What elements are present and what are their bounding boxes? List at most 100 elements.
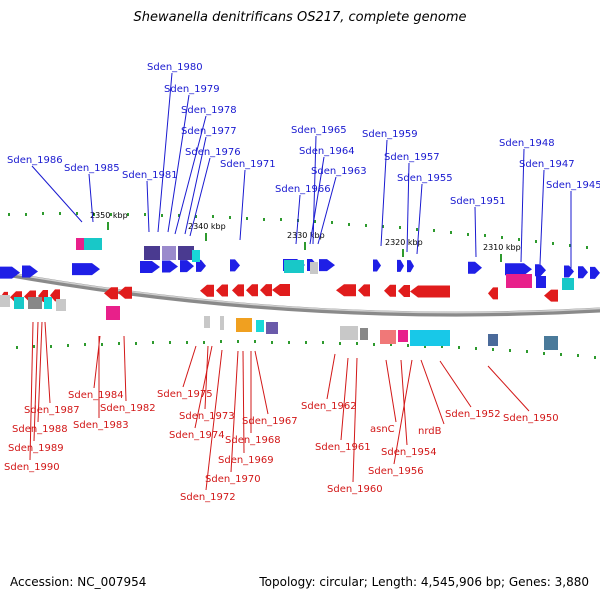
forward-gene-arrow[interactable] [373, 259, 381, 272]
tick-dot [67, 344, 69, 347]
forward-gene-label[interactable]: Sden_1979 [164, 84, 220, 95]
reverse-gene-label[interactable]: Sden_1956 [368, 466, 424, 477]
tick-dot [322, 341, 324, 344]
forward-gene-arrow[interactable] [397, 259, 404, 272]
reverse-gene-arrow[interactable] [272, 284, 290, 297]
reverse-gene-arrow[interactable] [246, 284, 258, 297]
forward-gene-arrow[interactable] [578, 266, 588, 279]
reverse-gene-label[interactable]: Sden_1954 [381, 447, 437, 458]
reverse-gene-arrow[interactable] [358, 284, 370, 297]
forward-gene-label[interactable]: Sden_1971 [220, 159, 276, 170]
forward-gene-label[interactable]: Sden_1957 [384, 152, 440, 163]
reverse-gene-label[interactable]: Sden_1950 [503, 413, 559, 424]
reverse-gene-arrow[interactable] [216, 284, 228, 297]
forward-gene-label[interactable]: Sden_1959 [362, 129, 418, 140]
forward-gene-arrow[interactable] [72, 263, 100, 276]
reverse-gene-arrow[interactable] [104, 287, 118, 300]
reverse-gene-label[interactable]: Sden_1988 [12, 424, 68, 435]
forward-gene-arrow[interactable] [0, 266, 20, 279]
reverse-gene-label[interactable]: Sden_1975 [157, 389, 213, 400]
forward-gene-arrow[interactable] [468, 261, 482, 274]
reverse-gene-label[interactable]: Sden_1968 [225, 435, 281, 446]
forward-gene-label[interactable]: Sden_1945 [546, 180, 600, 191]
forward-gene-arrow[interactable] [140, 261, 160, 274]
forward-gene-label[interactable]: Sden_1981 [122, 170, 178, 181]
reverse-gene-arrow[interactable] [488, 287, 498, 300]
reverse-gene-label[interactable]: nrdB [418, 426, 442, 437]
tick-dot [577, 354, 579, 357]
annotation-block [410, 330, 450, 346]
forward-gene-label[interactable]: Sden_1951 [450, 196, 506, 207]
forward-label-leader [167, 94, 190, 233]
reverse-gene-label[interactable]: Sden_1984 [68, 390, 124, 401]
reverse-gene-label[interactable]: Sden_1960 [327, 484, 383, 495]
annotation-block [310, 262, 318, 274]
reverse-gene-arrow[interactable] [398, 284, 410, 297]
forward-gene-arrow[interactable] [162, 260, 178, 273]
forward-gene-label[interactable]: Sden_1955 [397, 173, 453, 184]
reverse-gene-label[interactable]: Sden_1974 [169, 430, 225, 441]
reverse-gene-arrow[interactable] [544, 289, 558, 302]
tick-dot [331, 221, 333, 224]
forward-gene-label[interactable]: Sden_1965 [291, 125, 347, 136]
forward-gene-label[interactable]: Sden_1964 [299, 146, 355, 157]
reverse-gene-label[interactable]: Sden_1983 [73, 420, 129, 431]
reverse-gene-label[interactable]: Sden_1987 [24, 405, 80, 416]
reverse-gene-arrow[interactable] [50, 289, 60, 302]
forward-label-leader [184, 136, 207, 235]
tick-dot [526, 350, 528, 353]
reverse-gene-arrow[interactable] [232, 284, 244, 297]
reverse-gene-arrow[interactable] [336, 284, 356, 297]
forward-gene-arrow[interactable] [22, 265, 38, 278]
forward-gene-arrow[interactable] [505, 263, 532, 276]
reverse-gene-label[interactable]: Sden_1961 [315, 442, 371, 453]
forward-gene-label[interactable]: Sden_1963 [311, 166, 367, 177]
forward-gene-arrow[interactable] [230, 259, 240, 272]
forward-gene-arrow[interactable] [180, 260, 194, 273]
reverse-label-leader [205, 349, 223, 491]
forward-gene-label[interactable]: Sden_1978 [181, 105, 237, 116]
reverse-gene-arrow[interactable] [410, 285, 450, 298]
tick-dot [356, 342, 358, 345]
annotation-block [536, 276, 546, 288]
reverse-gene-label[interactable]: Sden_1973 [179, 411, 235, 422]
reverse-label-leader [230, 350, 239, 473]
reverse-gene-label[interactable]: Sden_1952 [445, 409, 501, 420]
forward-gene-label[interactable]: Sden_1980 [147, 62, 203, 73]
reverse-gene-label[interactable]: Sden_1972 [180, 492, 236, 503]
reverse-gene-arrow[interactable] [200, 284, 214, 297]
forward-gene-label[interactable]: Sden_1966 [275, 184, 331, 195]
forward-gene-label[interactable]: Sden_1948 [499, 138, 555, 149]
tick-dot [229, 216, 231, 219]
forward-gene-arrow[interactable] [319, 259, 335, 272]
annotation-block [544, 336, 558, 350]
reverse-gene-label[interactable]: Sden_1969 [218, 455, 274, 466]
reverse-gene-label[interactable]: Sden_1982 [100, 403, 156, 414]
forward-gene-arrow[interactable] [407, 260, 414, 273]
forward-gene-label[interactable]: Sden_1947 [519, 159, 575, 170]
reverse-gene-label[interactable]: Sden_1990 [4, 462, 60, 473]
annotation-block [562, 278, 574, 290]
reverse-gene-arrow[interactable] [118, 286, 132, 299]
reverse-gene-arrow[interactable] [260, 284, 272, 297]
forward-gene-label[interactable]: Sden_1985 [64, 163, 120, 174]
tick-dot [203, 341, 205, 344]
forward-gene-label[interactable]: Sden_1976 [185, 147, 241, 158]
forward-gene-arrow[interactable] [590, 266, 600, 279]
forward-gene-arrow[interactable] [535, 264, 546, 277]
reverse-gene-label[interactable]: Sden_1989 [8, 443, 64, 454]
forward-gene-arrow[interactable] [564, 265, 574, 278]
reverse-gene-label[interactable]: Sden_1970 [205, 474, 261, 485]
reverse-gene-label[interactable]: Sden_1967 [242, 416, 298, 427]
forward-gene-arrow[interactable] [196, 259, 206, 272]
tick-dot [433, 229, 435, 232]
reverse-gene-label[interactable]: asnC [370, 424, 395, 435]
forward-gene-label[interactable]: Sden_1986 [7, 155, 63, 166]
reverse-gene-label[interactable]: Sden_1962 [301, 401, 357, 412]
annotation-block [266, 322, 278, 334]
reverse-gene-arrow[interactable] [384, 284, 396, 297]
forward-gene-label[interactable]: Sden_1977 [181, 126, 237, 137]
annotation-block [340, 326, 358, 340]
tick-dot [110, 213, 112, 216]
